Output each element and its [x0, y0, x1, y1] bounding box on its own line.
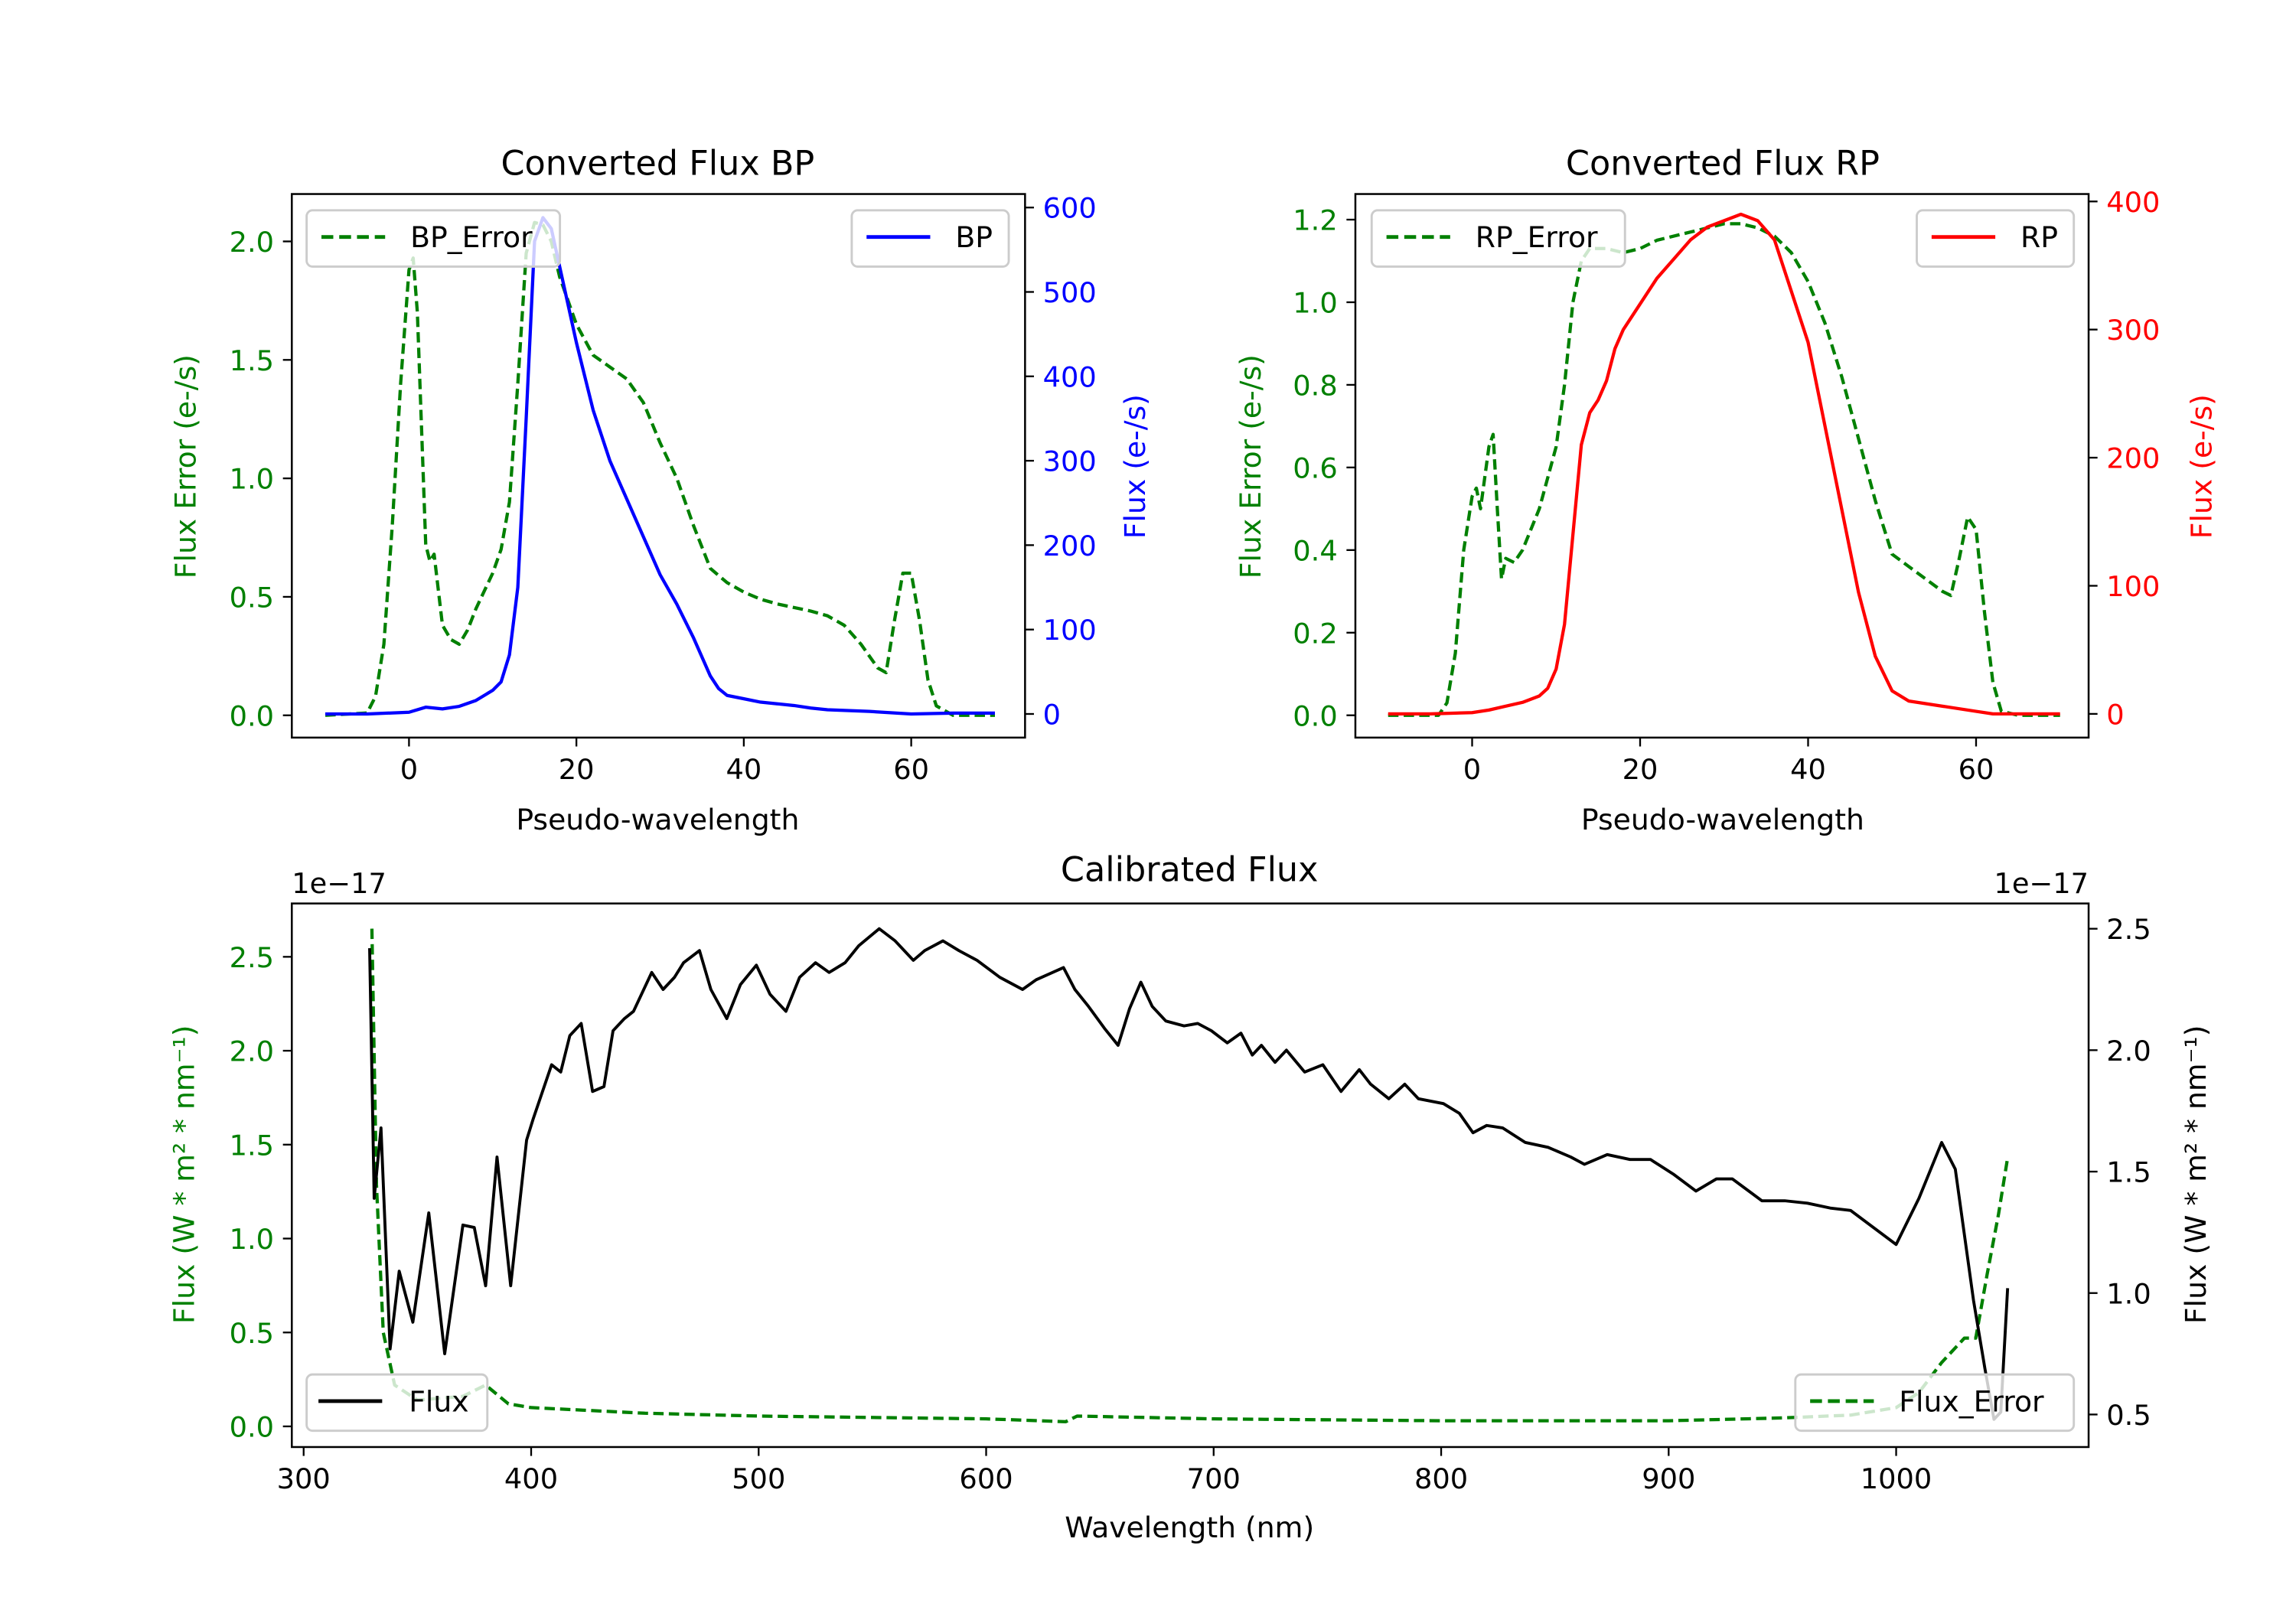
calibrated-ylabel-left: Flux (W * m² * nm⁻¹): [168, 1025, 201, 1324]
y-tick-label-right: 200: [2106, 442, 2160, 475]
offset-text-left: 1e−17: [292, 867, 386, 900]
y-tick-label-right: 1.5: [2106, 1156, 2151, 1189]
y-tick-label-left: 0.8: [1293, 369, 1337, 402]
y-tick-label-left: 0.2: [1293, 617, 1337, 650]
flux-error-legend-label: Flux_Error: [1899, 1385, 2044, 1419]
rp-ylabel-right: Flux (e-/s): [2185, 394, 2219, 539]
y-tick-label-left: 2.0: [230, 1035, 274, 1068]
y-tick-label-left: 2.5: [230, 941, 274, 974]
rp-series-line: [1388, 212, 2060, 716]
y-tick-label-right: 500: [1043, 276, 1097, 309]
y-tick-label-left: 0.4: [1293, 534, 1337, 567]
bp-error-series-line: [325, 220, 995, 717]
y-tick-label-right: 1.0: [2106, 1277, 2151, 1310]
x-tick-label: 60: [1958, 753, 1994, 786]
x-tick-label: 600: [959, 1462, 1013, 1495]
y-tick-label-left: 2.0: [230, 226, 274, 259]
x-tick-label: 800: [1414, 1462, 1468, 1495]
y-tick-label-right: 0: [1043, 699, 1061, 732]
y-tick-label-left: 1.0: [230, 1223, 274, 1256]
bp-xlabel: Pseudo-wavelength: [516, 803, 799, 836]
rp-panel: Converted Flux RP Pseudo-wavelength Flux…: [1234, 144, 2219, 836]
bp-ylabel-right: Flux (e-/s): [1118, 394, 1152, 539]
flux-error-legend: Flux_Error: [1794, 1373, 2076, 1433]
rp-error-legend-label: RP_Error: [1476, 220, 1598, 254]
y-tick-label-left: 0.0: [230, 699, 274, 732]
y-tick-label-left: 1.0: [1293, 287, 1337, 320]
calibrated-panel: Calibrated Flux Wavelength (nm) Flux (W …: [168, 851, 2213, 1544]
rp-xlabel: Pseudo-wavelength: [1581, 803, 1864, 836]
x-tick-label: 400: [504, 1462, 558, 1495]
bp-plot-area: [292, 194, 1026, 738]
y-tick-label-left: 0.5: [230, 581, 274, 614]
calibrated-legends: Flux Flux_Error: [305, 1373, 2076, 1433]
bp-legend: BP: [850, 209, 1010, 268]
rp-ylabel-left: Flux Error (e-/s): [1234, 354, 1267, 579]
calibrated-plot-area: [292, 903, 2089, 1447]
calibrated-title: Calibrated Flux: [1061, 851, 1319, 890]
y-tick-label-right: 300: [1043, 445, 1097, 478]
y-tick-label-right: 300: [2106, 314, 2160, 347]
rp-error-series-line: [1388, 222, 2060, 717]
bp-series-line: [325, 216, 995, 716]
y-tick-label-right: 100: [1043, 614, 1097, 647]
y-tick-label-left: 1.2: [1293, 204, 1337, 237]
x-tick-label: 0: [1463, 753, 1481, 786]
x-tick-label: 500: [732, 1462, 785, 1495]
y-tick-label-left: 0.0: [1293, 699, 1337, 732]
y-tick-label-right: 0: [2106, 698, 2124, 731]
y-tick-label-left: 1.5: [230, 344, 274, 377]
calibrated-xlabel: Wavelength (nm): [1065, 1511, 1314, 1544]
rp-error-legend: RP_Error: [1370, 209, 1626, 268]
flux-legend: Flux: [305, 1373, 489, 1433]
y-tick-label-left: 1.0: [230, 463, 274, 496]
y-tick-label-right: 400: [2106, 186, 2160, 219]
rp-title: Converted Flux RP: [1566, 144, 1880, 183]
y-tick-label-right: 100: [2106, 570, 2160, 603]
bp-panel: Converted Flux BP Pseudo-wavelength Flux…: [168, 144, 1152, 836]
y-tick-label-right: 400: [1043, 360, 1097, 393]
x-tick-label: 60: [893, 753, 929, 786]
bp-title: Converted Flux BP: [501, 144, 814, 183]
x-tick-label: 40: [1790, 753, 1826, 786]
bp-error-legend-label: BP_Error: [410, 220, 533, 254]
x-tick-label: 20: [1623, 753, 1658, 786]
rp-plot-area: [1355, 194, 2089, 738]
rp-axes-frame: [1354, 193, 2090, 739]
bp-axes-frame: [291, 193, 1026, 739]
y-tick-label-left: 0.6: [1293, 451, 1337, 484]
rp-legend-label: RP: [2020, 220, 2058, 254]
y-tick-label-right: 2.5: [2106, 913, 2151, 946]
y-tick-label-left: 0.5: [230, 1317, 274, 1350]
y-tick-label-right: 2.0: [2106, 1035, 2151, 1068]
bp-error-legend: BP_Error: [305, 209, 562, 268]
calibrated-axes-frame: [291, 902, 2090, 1449]
x-tick-label: 40: [726, 753, 762, 786]
bp-ylabel-left: Flux Error (e-/s): [168, 354, 202, 579]
y-tick-label-right: 200: [1043, 530, 1097, 562]
calibrated-ylabel-right: Flux (W * m² * nm⁻¹): [2179, 1025, 2213, 1324]
x-tick-label: 300: [277, 1462, 331, 1495]
flux-series-line: [368, 927, 2010, 1421]
y-tick-label-left: 0.0: [230, 1411, 274, 1444]
x-tick-label: 700: [1187, 1462, 1241, 1495]
offset-text-right: 1e−17: [1994, 867, 2089, 900]
flux-legend-label: Flux: [409, 1385, 468, 1419]
x-tick-label: 900: [1642, 1462, 1695, 1495]
x-tick-label: 20: [559, 753, 595, 786]
bp-legend-label: BP: [955, 220, 993, 254]
y-tick-label-right: 0.5: [2106, 1399, 2151, 1432]
x-tick-label: 0: [400, 753, 418, 786]
y-tick-label-right: 600: [1043, 192, 1097, 225]
rp-legend: RP: [1916, 209, 2076, 268]
x-tick-label: 1000: [1861, 1462, 1932, 1495]
y-tick-label-left: 1.5: [230, 1129, 274, 1162]
